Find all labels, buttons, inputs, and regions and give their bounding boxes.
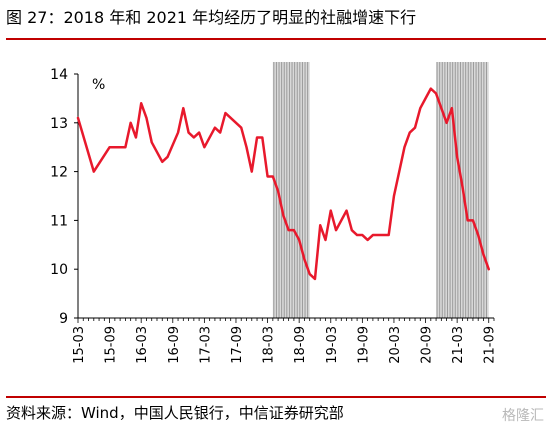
x-tick-label: 21-03 bbox=[451, 326, 466, 364]
line-chart: 9 10 11 12 13 14 15-03 15-09 16-03 16-09 17-03 17-… bbox=[50, 62, 498, 364]
y-tick-label: 11 bbox=[50, 213, 68, 229]
x-axis-ticks: 15-03 15-09 16-03 16-09 17-03 17-09 18-03 18-09… bbox=[72, 318, 498, 364]
x-tick-label: 20-03 bbox=[388, 326, 403, 364]
x-tick-label: 17-09 bbox=[230, 326, 245, 364]
y-axis-unit-label: % bbox=[92, 77, 105, 93]
x-tick-label: 16-09 bbox=[167, 326, 182, 364]
x-tick-label: 17-03 bbox=[198, 326, 213, 364]
x-tick-label: 19-03 bbox=[325, 326, 340, 364]
y-axis-ticks: 9 10 11 12 13 14 bbox=[50, 67, 78, 327]
x-tick-label: 16-03 bbox=[135, 326, 150, 364]
y-tick-label: 14 bbox=[50, 67, 68, 83]
y-tick-label: 12 bbox=[50, 165, 68, 181]
source-divider bbox=[6, 396, 546, 398]
chart-title: 图 27：2018 年和 2021 年均经历了明显的社融增速下行 bbox=[6, 8, 417, 27]
watermark-logo: 格隆汇 bbox=[502, 408, 544, 424]
y-tick-label: 10 bbox=[50, 262, 68, 278]
title-divider bbox=[6, 38, 546, 40]
series-line bbox=[76, 87, 490, 281]
x-tick-label: 20-09 bbox=[420, 326, 435, 364]
x-tick-label: 15-03 bbox=[72, 326, 87, 364]
y-tick-label: 13 bbox=[50, 116, 68, 132]
x-tick-label: 15-09 bbox=[104, 326, 119, 364]
shaded-periods bbox=[272, 62, 489, 318]
shaded-period-1 bbox=[272, 62, 310, 318]
x-tick-label: 21-09 bbox=[483, 326, 498, 364]
x-tick-label: 18-03 bbox=[262, 326, 277, 364]
y-tick-label: 9 bbox=[59, 311, 68, 327]
source-note: 资料来源：Wind，中国人民银行，中信证券研究部 bbox=[6, 404, 344, 422]
x-tick-label: 19-09 bbox=[356, 326, 371, 364]
x-tick-label: 18-09 bbox=[293, 326, 308, 364]
